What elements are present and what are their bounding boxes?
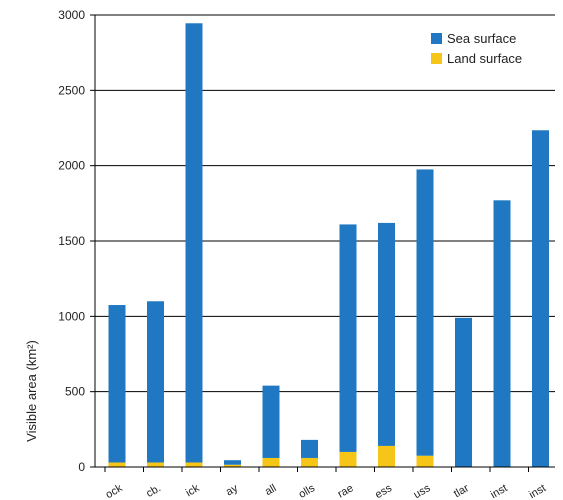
- x-category-label: tlar: [452, 482, 472, 500]
- x-category-label: inst: [489, 482, 510, 500]
- bar-sea-surface: [185, 23, 203, 463]
- x-category-label: ick: [184, 482, 202, 499]
- legend-swatch: [431, 53, 442, 64]
- axes: [94, 15, 555, 472]
- bar-land-surface: [147, 462, 164, 467]
- x-category-label: olls: [297, 482, 318, 500]
- y-tick-label: 2000: [58, 159, 85, 173]
- bar-land-surface: [262, 457, 280, 467]
- bar-sea-surface: [493, 200, 511, 467]
- x-category-label: cb.: [144, 482, 163, 500]
- y-tick-label: 0: [78, 460, 85, 474]
- y-tick-labels: 0 500 1000 1500 2000 2500 3000: [58, 8, 85, 474]
- bar-sea-surface: [455, 317, 472, 467]
- bar-land-surface: [339, 451, 357, 467]
- y-tick-label: 2500: [58, 83, 85, 97]
- x-category-label: uss: [412, 482, 433, 500]
- y-tick-label: 1500: [58, 234, 85, 248]
- bar-land-surface: [224, 464, 241, 467]
- x-category-label: inst: [527, 482, 548, 500]
- y-axis-label: Visible area (km²): [24, 340, 39, 442]
- y-tick-label: 1000: [58, 309, 85, 323]
- y-tick-label: 500: [65, 385, 85, 399]
- bar-sea-surface: [301, 439, 318, 458]
- bar-sea-surface: [532, 130, 549, 467]
- bar-land-surface: [416, 455, 434, 467]
- gridlines: [90, 14, 555, 468]
- bar-land-surface: [301, 457, 318, 467]
- legend-label: Sea surface: [447, 31, 516, 46]
- legend: Sea surface Land surface: [431, 31, 522, 66]
- x-category-label: rae: [336, 482, 356, 500]
- x-category-label: ess: [373, 482, 394, 500]
- bar-sea-surface: [147, 301, 164, 463]
- bar-land-surface: [185, 462, 203, 467]
- legend-swatch: [431, 33, 442, 44]
- x-category-label: ock: [104, 482, 125, 500]
- bar-land-surface: [378, 445, 395, 467]
- bar-sea-surface: [224, 460, 241, 465]
- bar-sea-surface: [108, 305, 126, 463]
- bars: [108, 23, 549, 467]
- legend-label: Land surface: [447, 51, 522, 66]
- bar-sea-surface: [262, 385, 280, 458]
- bar-sea-surface: [416, 169, 434, 456]
- y-tick-label: 3000: [58, 8, 85, 22]
- x-tick-labels: ock cb. ick ay all olls rae ess uss tlar inst inst: [104, 482, 548, 500]
- x-category-label: ay: [224, 482, 240, 498]
- bar-sea-surface: [378, 222, 395, 446]
- bar-sea-surface: [339, 224, 357, 452]
- x-category-label: all: [263, 482, 279, 498]
- bar-land-surface: [108, 462, 126, 467]
